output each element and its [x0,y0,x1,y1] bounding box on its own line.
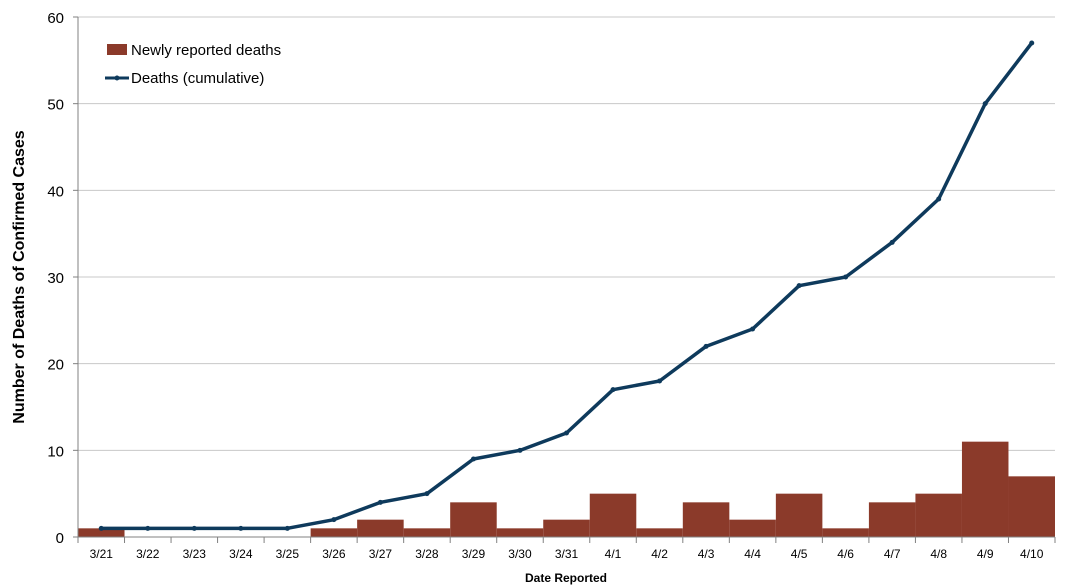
x-tick-label: 3/30 [508,547,532,561]
x-tick-label: 3/26 [322,547,346,561]
x-tick-label: 4/1 [605,547,622,561]
y-tick-label: 50 [47,97,64,114]
x-tick-label: 4/6 [837,547,854,561]
x-tick-label: 3/21 [90,547,114,561]
point-cumulative-deaths [936,196,942,202]
bar-newly-reported [961,441,1009,537]
point-cumulative-deaths [470,456,476,462]
point-cumulative-deaths [889,239,895,245]
bar-newly-reported [496,528,544,537]
bar-newly-reported [682,502,730,537]
y-tick-labels: 0 10 20 30 40 50 60 [47,10,78,547]
x-tick-label: 4/7 [884,547,901,561]
point-cumulative-deaths [796,283,802,289]
x-tick-label: 4/3 [698,547,715,561]
line-cumulative-deaths [101,41,1034,531]
gridlines [78,16,1055,451]
x-tick-label: 3/31 [555,547,579,561]
x-tick-label: 4/2 [651,547,668,561]
y-tick-label: 10 [47,443,64,460]
x-tick-label: 3/27 [369,547,393,561]
y-tick-label: 40 [47,183,64,200]
bar-newly-reported [636,528,683,537]
y-tick-label: 0 [56,530,64,547]
bar-newly-reported [589,493,637,537]
bar-newly-reported [357,519,404,537]
x-tick-label: 3/29 [462,547,486,561]
bar-series [78,441,1055,537]
line-series [98,40,1035,531]
point-cumulative-deaths [98,525,104,531]
x-tick-labels: 3/21 3/22 3/23 3/24 3/25 3/26 3/27 3/28 3/29 3/30… [77,537,1056,561]
x-axis-title: Date Reported [525,571,607,585]
legend-label-line: Deaths (cumulative) [131,70,264,87]
point-cumulative-deaths [424,491,430,497]
point-cumulative-deaths [703,343,709,349]
bar-newly-reported [775,493,823,537]
bar-newly-reported [915,493,962,537]
bar-newly-reported [78,528,125,537]
bar-newly-reported [403,528,451,537]
point-cumulative-deaths [750,326,756,332]
point-cumulative-deaths [843,274,849,280]
x-tick-label: 3/28 [415,547,439,561]
point-cumulative-deaths [331,517,337,523]
y-axis-title: Number of Deaths of Confirmed Cases [11,130,28,423]
bar-newly-reported [868,502,916,537]
bar-newly-reported [729,519,776,537]
y-tick-label: 20 [47,357,64,374]
legend: Newly reported deaths Deaths (cumulative… [105,42,281,87]
x-tick-label: 3/22 [136,547,160,561]
point-cumulative-deaths [284,525,290,531]
point-cumulative-deaths [1029,40,1035,46]
x-tick-label: 3/23 [183,547,207,561]
bar-newly-reported [450,502,497,537]
x-tick-label: 4/8 [930,547,947,561]
x-tick-label: 4/9 [977,547,994,561]
point-cumulative-deaths [377,499,383,505]
x-tick-label: 4/10 [1020,547,1044,561]
x-tick-label: 3/24 [229,547,253,561]
point-cumulative-deaths [657,378,663,384]
point-cumulative-deaths [191,525,197,531]
point-cumulative-deaths [982,101,988,107]
bar-newly-reported [543,519,590,537]
legend-swatch-line-marker [114,75,120,81]
bar-newly-reported [310,528,358,537]
point-cumulative-deaths [564,430,569,436]
point-cumulative-deaths [238,525,244,531]
legend-label-bar: Newly reported deaths [131,42,281,59]
y-tick-label: 30 [47,270,64,287]
x-tick-label: 4/5 [791,547,808,561]
point-cumulative-deaths [517,447,523,453]
point-cumulative-deaths [610,387,616,393]
bar-newly-reported [822,528,869,537]
point-cumulative-deaths [145,525,151,531]
bar-newly-reported [1008,476,1055,537]
y-tick-label: 60 [47,10,64,27]
x-tick-label: 3/25 [276,547,300,561]
x-tick-label: 4/4 [744,547,761,561]
legend-swatch-bar [107,44,127,55]
